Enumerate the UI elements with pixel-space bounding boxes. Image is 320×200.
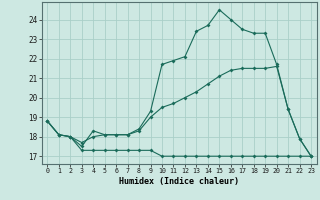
X-axis label: Humidex (Indice chaleur): Humidex (Indice chaleur) (119, 177, 239, 186)
